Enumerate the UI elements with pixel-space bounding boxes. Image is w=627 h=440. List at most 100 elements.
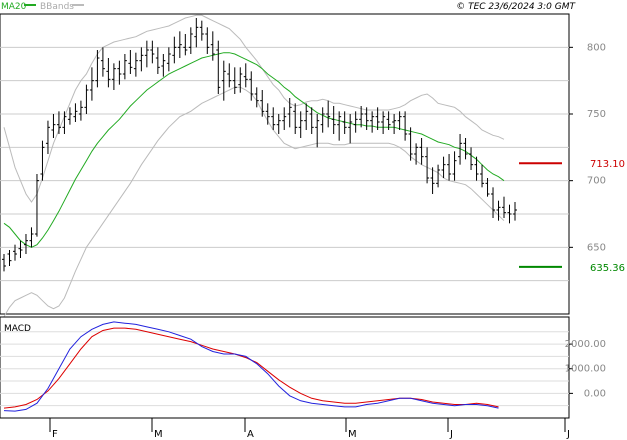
price-bar bbox=[84, 84, 89, 114]
price-bar bbox=[62, 111, 67, 134]
price-bar bbox=[271, 107, 276, 130]
price-bar bbox=[496, 200, 501, 221]
ma20-legend-label: MA20 bbox=[1, 2, 27, 12]
price-bar bbox=[249, 71, 254, 101]
price-panel: 650 700 750 800 713.10 635.36 bbox=[0, 13, 625, 317]
price-bar bbox=[172, 36, 177, 64]
price-bar bbox=[111, 63, 116, 90]
price-bar bbox=[315, 114, 320, 148]
price-bar bbox=[403, 111, 408, 141]
macd-y-tick-label: 2000.00 bbox=[565, 339, 606, 350]
macd-y-ticks: 0.00 1000.00 2000.00 bbox=[565, 339, 606, 399]
price-bar bbox=[414, 143, 419, 165]
price-y-ticks: 650 700 750 800 bbox=[569, 42, 606, 253]
support-level-label: 635.36 bbox=[590, 263, 625, 274]
price-bar bbox=[337, 111, 342, 141]
price-bar bbox=[78, 100, 83, 121]
price-bar bbox=[221, 60, 226, 101]
price-bar bbox=[304, 103, 309, 130]
price-bar bbox=[507, 204, 512, 224]
price-bar bbox=[491, 187, 496, 218]
price-bar bbox=[425, 147, 430, 184]
price-panel-frame bbox=[0, 13, 570, 315]
price-bar bbox=[419, 138, 424, 165]
price-bar bbox=[45, 120, 50, 154]
price-bar bbox=[375, 107, 380, 130]
price-bar bbox=[254, 87, 259, 108]
price-bar bbox=[441, 156, 446, 178]
price-bar bbox=[370, 111, 375, 133]
bollinger-upper-band bbox=[3, 14, 505, 203]
price-bar bbox=[205, 27, 210, 54]
price-bar bbox=[23, 234, 28, 254]
price-bar bbox=[216, 40, 221, 94]
price-bar bbox=[458, 134, 463, 165]
macd-panel: 0.00 1000.00 2000.00 bbox=[0, 316, 606, 419]
price-bar bbox=[232, 67, 237, 94]
price-bar bbox=[89, 67, 94, 101]
price-bar bbox=[18, 240, 23, 258]
price-y-tick-label: 650 bbox=[587, 242, 606, 253]
price-bar bbox=[309, 107, 314, 134]
price-bar bbox=[106, 58, 111, 88]
x-tick-label: F bbox=[52, 429, 58, 440]
bbands-legend-label: BBands bbox=[40, 2, 74, 12]
macd-panel-frame bbox=[0, 316, 570, 419]
price-bar bbox=[326, 100, 331, 128]
price-bar bbox=[320, 107, 325, 133]
resistance-level-label: 713.10 bbox=[590, 159, 625, 170]
price-bar bbox=[469, 147, 474, 170]
price-bar bbox=[128, 50, 133, 74]
macd-main-line bbox=[3, 321, 499, 412]
macd-y-tick-label: 0.00 bbox=[584, 388, 606, 399]
price-bars bbox=[2, 18, 517, 272]
x-tick-label: M bbox=[348, 429, 357, 440]
price-bar bbox=[342, 111, 347, 134]
price-bar bbox=[474, 156, 479, 181]
x-tick-label: J bbox=[566, 429, 570, 440]
price-bar bbox=[194, 18, 199, 48]
price-gridlines bbox=[0, 46, 569, 282]
price-bar bbox=[12, 244, 17, 261]
price-bar bbox=[392, 114, 397, 134]
price-bar bbox=[199, 20, 204, 41]
price-bar bbox=[133, 52, 138, 77]
price-bar bbox=[117, 60, 122, 85]
price-bar bbox=[161, 54, 166, 77]
price-y-tick-label: 800 bbox=[587, 42, 606, 53]
x-tick-label: J bbox=[449, 429, 453, 440]
price-bar bbox=[29, 227, 34, 248]
price-bar bbox=[348, 114, 353, 144]
price-bar bbox=[67, 107, 72, 125]
price-bar bbox=[513, 202, 517, 221]
price-bar bbox=[139, 47, 144, 72]
price-bar bbox=[40, 140, 45, 181]
bollinger-lower-band bbox=[3, 86, 505, 317]
price-bar bbox=[430, 167, 435, 194]
price-y-tick-label: 750 bbox=[587, 109, 606, 120]
price-bar bbox=[155, 47, 160, 74]
price-bar bbox=[227, 63, 232, 88]
price-y-tick-label: 700 bbox=[587, 176, 606, 187]
price-bar bbox=[56, 111, 61, 134]
price-bar bbox=[480, 164, 485, 188]
bbands-legend-swatch bbox=[72, 4, 84, 6]
x-tick-label: M bbox=[154, 429, 163, 440]
macd-panel-label: MACD bbox=[4, 324, 31, 334]
ma20-legend-swatch bbox=[24, 4, 36, 6]
price-bar bbox=[386, 111, 391, 130]
price-bar bbox=[150, 40, 155, 64]
price-bar bbox=[298, 111, 303, 138]
bollinger-bands bbox=[3, 14, 505, 317]
price-bar bbox=[485, 178, 490, 197]
price-bar bbox=[331, 106, 336, 134]
price-bar bbox=[436, 164, 441, 188]
price-bar bbox=[359, 106, 364, 128]
price-bar bbox=[177, 31, 182, 58]
price-bar bbox=[276, 114, 281, 134]
price-levels: 713.10 635.36 bbox=[519, 159, 625, 274]
x-tick-label: A bbox=[247, 429, 254, 440]
price-bar bbox=[73, 103, 78, 122]
